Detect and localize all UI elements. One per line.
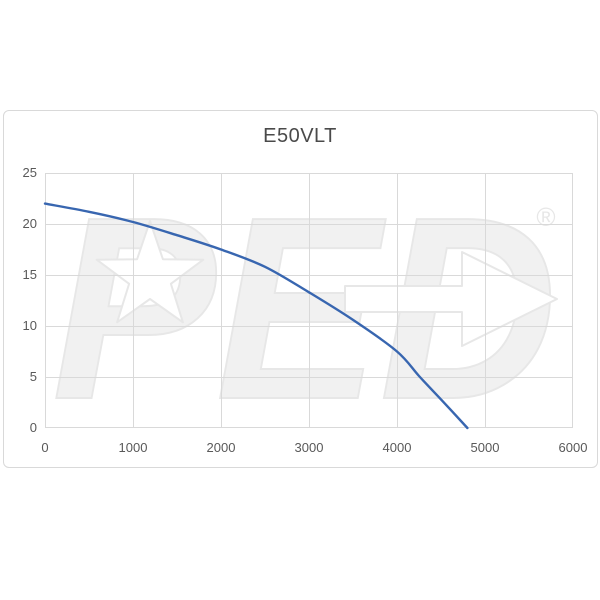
y-tick-label: 20 <box>22 216 37 231</box>
ped-watermark: PED® <box>51 163 558 455</box>
y-tick-label: 25 <box>22 165 37 180</box>
y-tick-label: 15 <box>22 267 37 282</box>
performance-curve <box>43 202 469 430</box>
x-tick-label: 2000 <box>206 440 236 455</box>
plot-border <box>45 173 573 428</box>
star-icon <box>95 220 205 324</box>
chart-title: E50VLT <box>263 125 337 147</box>
x-tick-label: 3000 <box>294 440 324 455</box>
x-tick-label: 0 <box>41 440 49 455</box>
registered-trademark-icon: ® <box>536 202 555 232</box>
x-tick-label: 1000 <box>118 440 148 455</box>
gridlines <box>45 173 573 428</box>
x-tick-label: 4000 <box>382 440 412 455</box>
x-tick-label: 5000 <box>470 440 500 455</box>
x-tick-label: 6000 <box>558 440 588 455</box>
y-tick-label: 10 <box>22 318 37 333</box>
y-tick-label: 0 <box>29 420 37 435</box>
y-tick-label: 5 <box>29 369 37 384</box>
